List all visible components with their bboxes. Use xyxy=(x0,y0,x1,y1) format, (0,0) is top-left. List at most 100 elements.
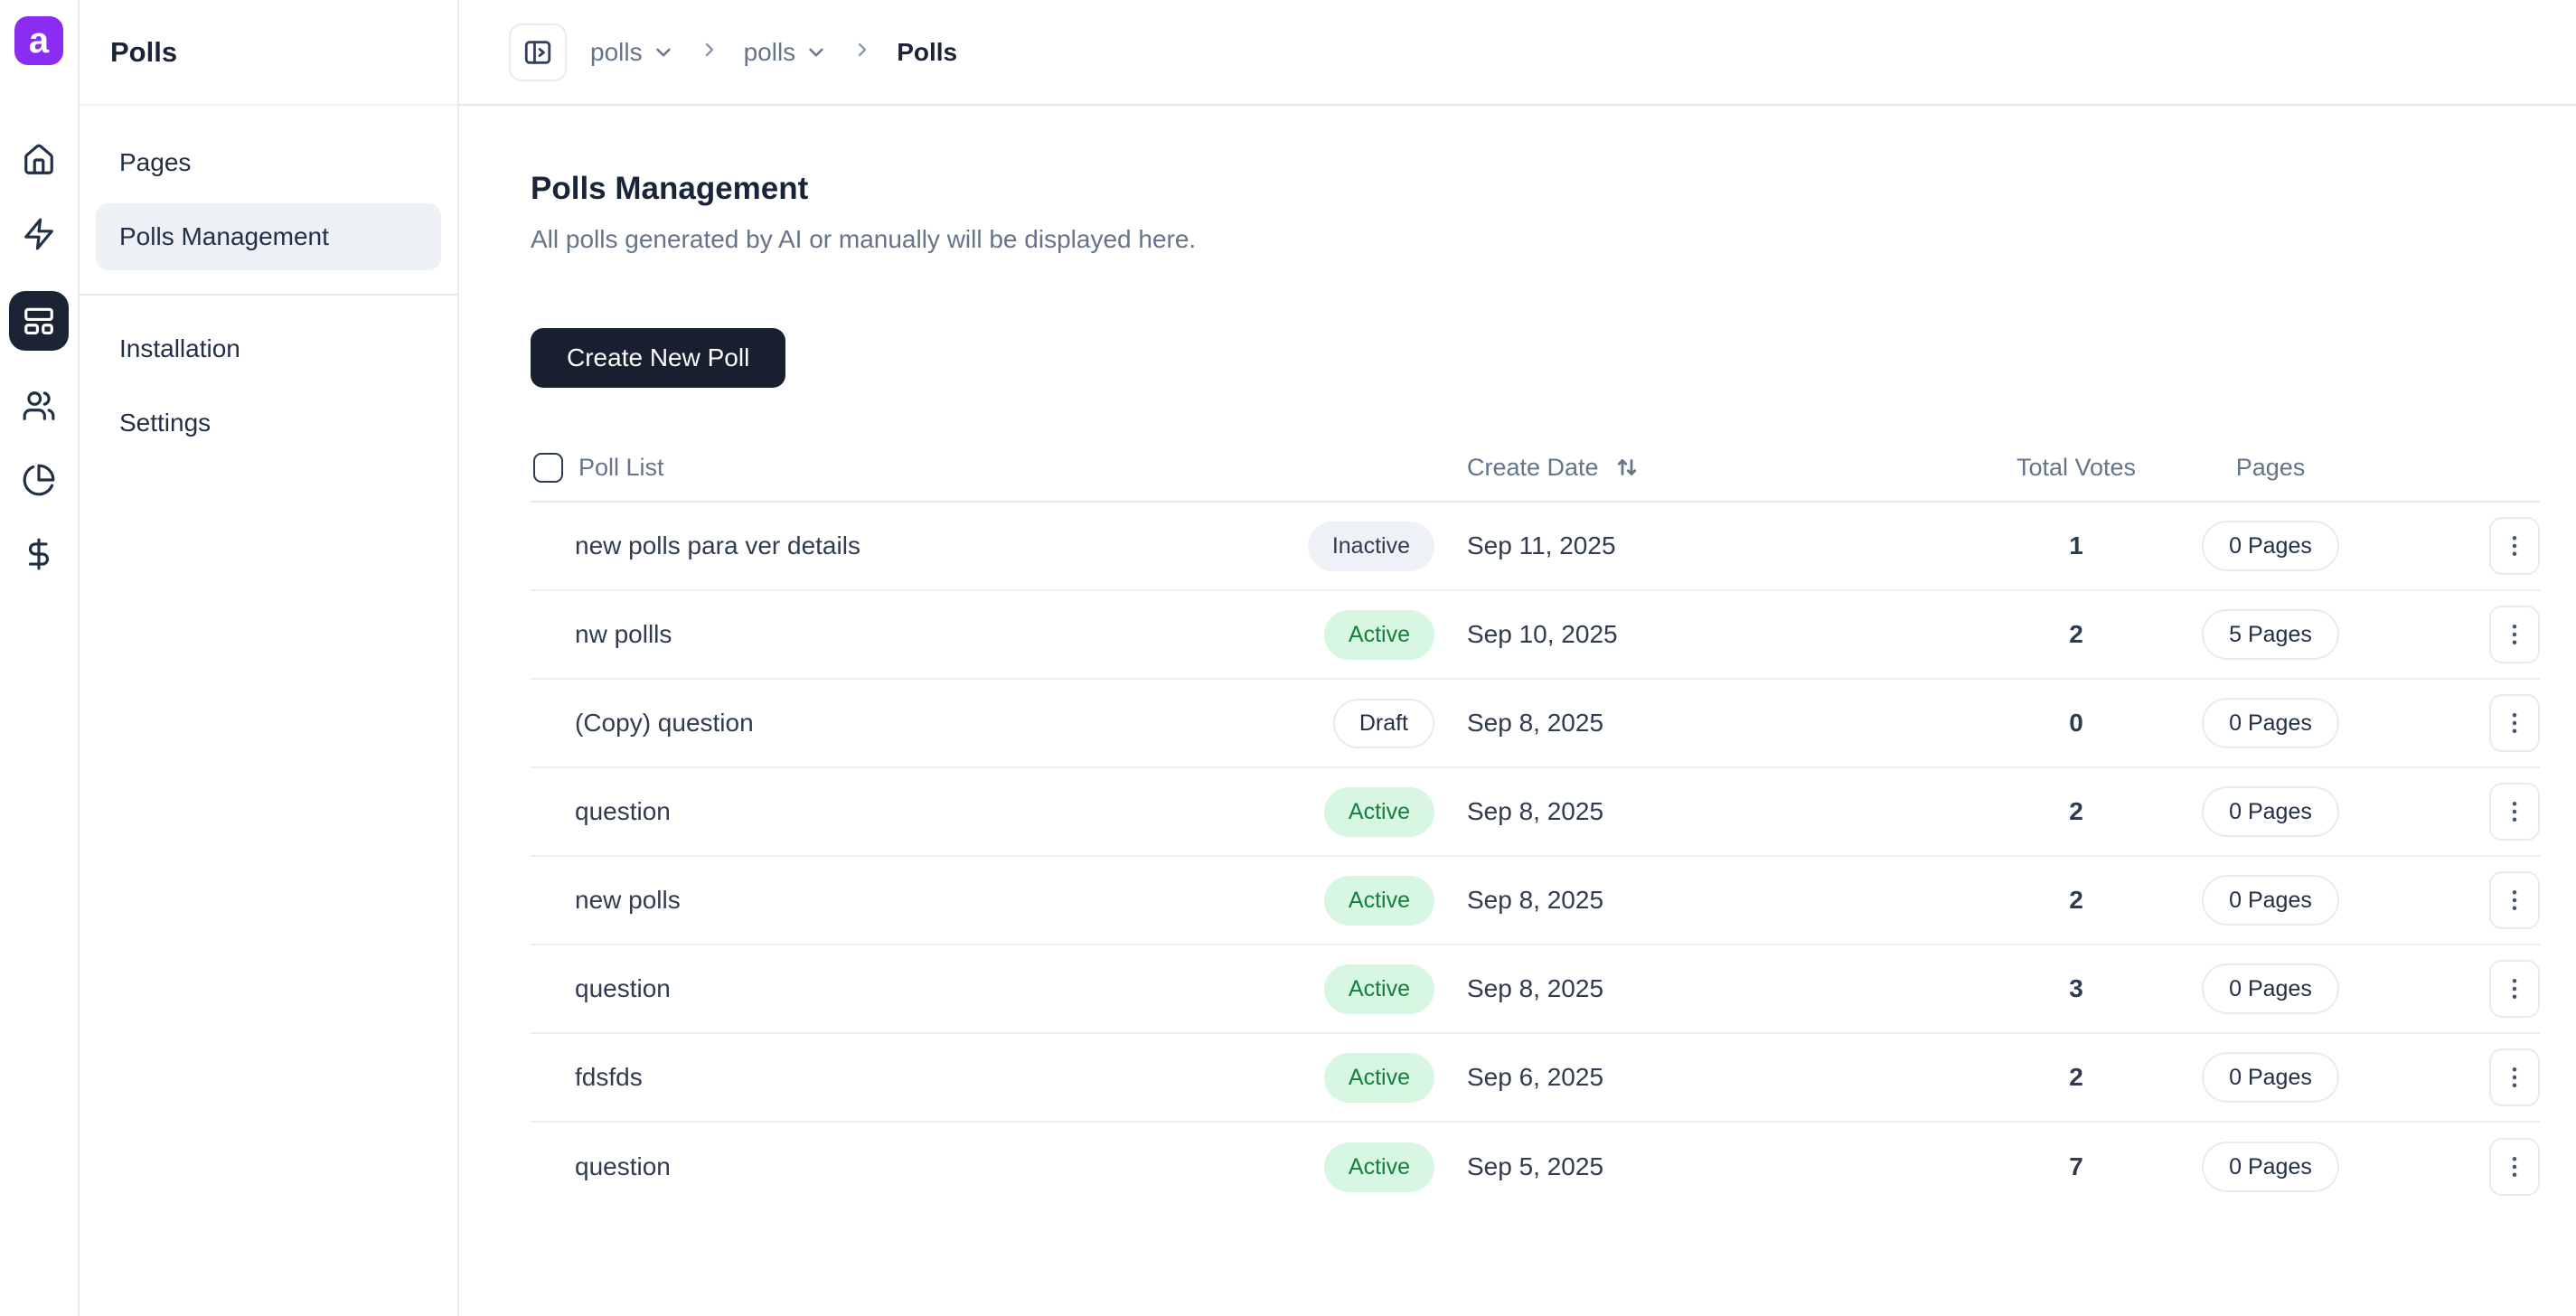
poll-title: new polls xyxy=(575,886,681,914)
pie-chart-icon[interactable] xyxy=(22,463,56,497)
table-row[interactable]: (Copy) question Draft Sep 8, 2025 0 0 Pa… xyxy=(531,680,2540,768)
app-logo[interactable]: a xyxy=(14,16,63,65)
poll-title: question xyxy=(575,974,671,1002)
main-content: Polls Management All polls generated by … xyxy=(459,106,2576,1316)
kebab-menu-icon xyxy=(2512,1157,2517,1177)
status-badge: Active xyxy=(1323,1052,1434,1103)
sidebar-item-installation[interactable]: Installation xyxy=(119,334,240,362)
kebab-menu-icon xyxy=(2512,979,2517,999)
create-date: Sep 11, 2025 xyxy=(1467,531,1616,559)
total-votes: 2 xyxy=(2069,620,2083,648)
poll-title: fdsfds xyxy=(575,1063,643,1091)
row-actions-button[interactable] xyxy=(2489,606,2540,663)
row-actions-button[interactable] xyxy=(2489,871,2540,929)
kebab-menu-icon xyxy=(2512,890,2517,910)
row-actions-button[interactable] xyxy=(2489,517,2540,575)
create-date: Sep 8, 2025 xyxy=(1467,797,1604,825)
layout-icon-active[interactable] xyxy=(9,291,69,351)
page-subtitle: All polls generated by AI or manually wi… xyxy=(531,225,1197,253)
total-votes: 2 xyxy=(2069,797,2083,825)
poll-table: Poll List Create Date Total Votes Pages … xyxy=(531,434,2540,1211)
breadcrumb-label: polls xyxy=(743,37,796,66)
sidebar-toggle-button[interactable] xyxy=(509,23,567,81)
kebab-menu-icon xyxy=(2512,625,2517,644)
kebab-menu-icon xyxy=(2512,1067,2517,1087)
sort-icon[interactable] xyxy=(1613,454,1641,481)
sidebar-title: Polls xyxy=(110,35,178,68)
pages-pill[interactable]: 0 Pages xyxy=(2202,1052,2339,1103)
total-votes: 2 xyxy=(2069,1063,2083,1091)
poll-title: (Copy) question xyxy=(575,709,754,737)
sidebar: Polls Pages Polls Management Installatio… xyxy=(80,0,459,1316)
poll-title: new polls para ver details xyxy=(575,531,860,559)
pages-pill[interactable]: 0 Pages xyxy=(2202,521,2339,571)
column-header-pages: Pages xyxy=(2235,453,2306,481)
table-row[interactable]: new polls para ver details Inactive Sep … xyxy=(531,503,2540,591)
table-row[interactable]: nw pollls Active Sep 10, 2025 2 5 Pages xyxy=(531,591,2540,680)
zap-icon[interactable] xyxy=(22,217,56,251)
kebab-menu-icon xyxy=(2512,536,2517,556)
create-date: Sep 8, 2025 xyxy=(1467,709,1604,737)
table-header-row: Poll List Create Date Total Votes Pages xyxy=(531,434,2540,503)
table-row[interactable]: question Active Sep 5, 2025 7 0 Pages xyxy=(531,1123,2540,1211)
column-header-create-date: Create Date xyxy=(1467,453,1599,481)
row-actions-button[interactable] xyxy=(2489,1138,2540,1196)
dollar-icon[interactable] xyxy=(22,537,56,571)
status-badge: Active xyxy=(1323,875,1434,926)
row-actions-button[interactable] xyxy=(2489,960,2540,1018)
pages-pill[interactable]: 0 Pages xyxy=(2202,786,2339,837)
poll-title: question xyxy=(575,797,671,825)
sidebar-item-pages[interactable]: Pages xyxy=(119,148,192,176)
chevron-down-icon xyxy=(655,48,671,56)
poll-table-body: new polls para ver details Inactive Sep … xyxy=(531,503,2540,1211)
create-date: Sep 10, 2025 xyxy=(1467,620,1618,648)
column-header-total-votes: Total Votes xyxy=(2016,453,2137,481)
poll-title: question xyxy=(575,1152,671,1180)
create-new-poll-button[interactable]: Create New Poll xyxy=(531,328,786,388)
select-all-checkbox[interactable] xyxy=(533,452,563,483)
breadcrumb-item-polls-2[interactable]: polls xyxy=(744,38,829,67)
table-row[interactable]: fdsfds Active Sep 6, 2025 2 0 Pages xyxy=(531,1034,2540,1123)
status-badge: Active xyxy=(1323,609,1434,660)
create-date: Sep 5, 2025 xyxy=(1467,1152,1604,1180)
create-date: Sep 6, 2025 xyxy=(1467,1063,1604,1091)
home-icon[interactable] xyxy=(22,143,56,177)
breadcrumb-separator xyxy=(699,39,720,65)
total-votes: 2 xyxy=(2069,886,2083,914)
chevron-down-icon xyxy=(809,48,823,56)
column-header-poll-list: Poll List xyxy=(578,453,664,481)
total-votes: 3 xyxy=(2069,974,2083,1002)
status-badge: Active xyxy=(1323,964,1434,1014)
pages-pill[interactable]: 0 Pages xyxy=(2202,1142,2339,1192)
pages-pill[interactable]: 0 Pages xyxy=(2202,964,2339,1014)
status-badge: Draft xyxy=(1332,698,1434,748)
sidebar-header: Polls xyxy=(80,0,457,106)
topbar: polls polls Polls xyxy=(459,0,2576,106)
breadcrumb-label: polls xyxy=(590,37,643,66)
page-title: Polls Management xyxy=(531,171,809,206)
pages-pill[interactable]: 0 Pages xyxy=(2202,875,2339,926)
icon-rail: a xyxy=(0,0,80,1316)
breadcrumb-separator xyxy=(851,39,873,65)
poll-title: nw pollls xyxy=(575,620,672,648)
breadcrumb-item-polls-1[interactable]: polls xyxy=(590,38,675,67)
row-actions-button[interactable] xyxy=(2489,694,2540,752)
users-icon[interactable] xyxy=(22,389,56,423)
chevron-right-icon xyxy=(858,42,867,57)
pages-pill[interactable]: 0 Pages xyxy=(2202,698,2339,748)
pages-pill[interactable]: 5 Pages xyxy=(2202,609,2339,660)
row-actions-button[interactable] xyxy=(2489,783,2540,841)
sidebar-divider xyxy=(80,294,457,296)
table-row[interactable]: question Active Sep 8, 2025 3 0 Pages xyxy=(531,945,2540,1034)
sidebar-item-settings[interactable]: Settings xyxy=(119,409,212,437)
sidebar-item-polls-management[interactable]: Polls Management xyxy=(96,203,441,270)
sidebar-nav: Pages Polls Management Installation Sett… xyxy=(80,106,457,456)
total-votes: 0 xyxy=(2069,709,2083,737)
status-badge: Inactive xyxy=(1307,521,1434,571)
row-actions-button[interactable] xyxy=(2489,1048,2540,1106)
chevron-right-icon xyxy=(705,42,713,57)
table-row[interactable]: question Active Sep 8, 2025 2 0 Pages xyxy=(531,768,2540,857)
kebab-menu-icon xyxy=(2512,713,2517,733)
table-row[interactable]: new polls Active Sep 8, 2025 2 0 Pages xyxy=(531,857,2540,945)
status-badge: Active xyxy=(1323,1142,1434,1192)
